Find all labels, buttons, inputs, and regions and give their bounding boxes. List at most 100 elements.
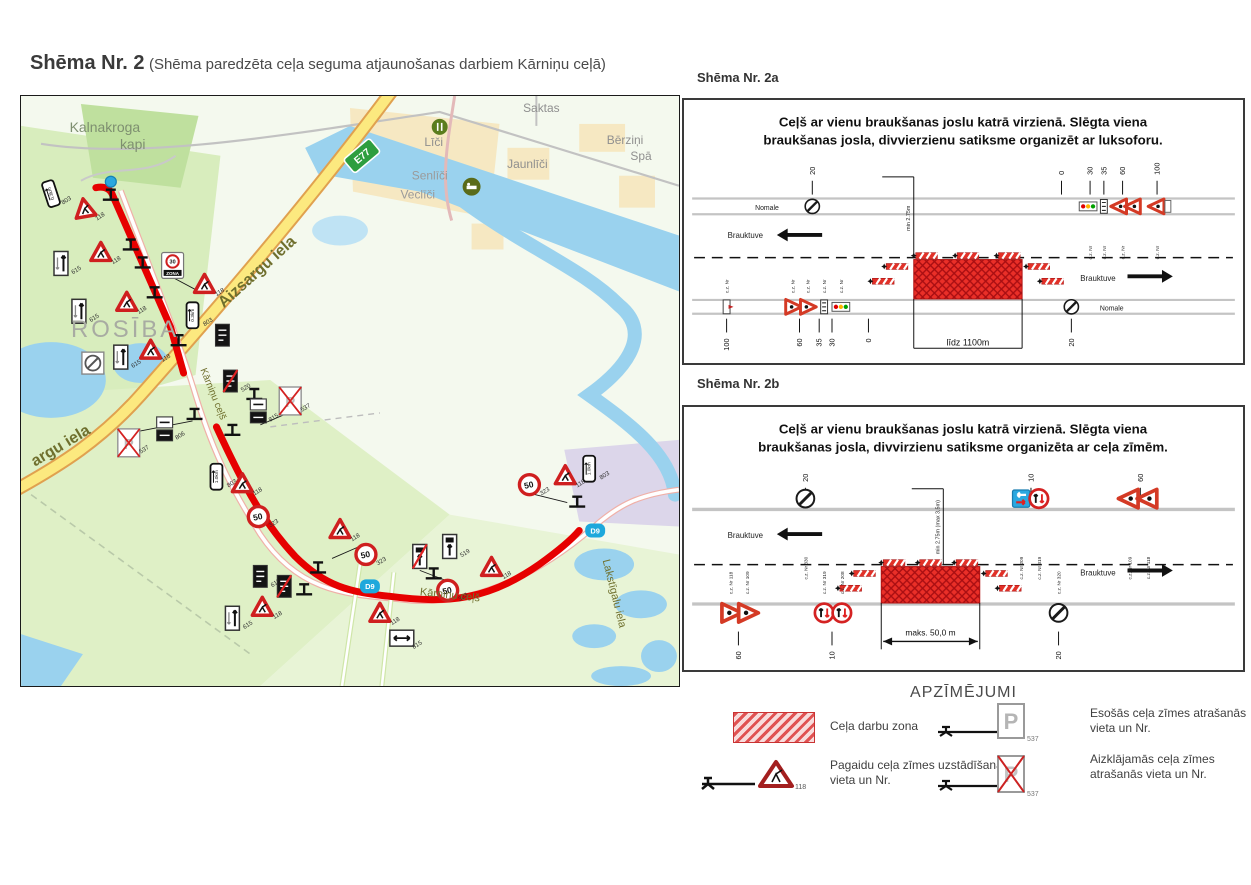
speed-50-sign: 50 <box>246 504 270 529</box>
svg-text:c.z. Nr: c.z. Nr <box>822 279 828 293</box>
svg-text:D9: D9 <box>365 582 375 591</box>
svg-text:c.z. Nr: c.z. Nr <box>1155 245 1161 259</box>
d9-sign: D9 <box>359 579 380 594</box>
svg-text:Nomale: Nomale <box>755 205 779 212</box>
kmplate-sign: 0.3km <box>185 301 200 330</box>
svg-text:c.z. Nr 320: c.z. Nr 320 <box>1057 571 1063 594</box>
svg-text:Bērziņi: Bērziņi <box>607 133 643 147</box>
tripod-sign <box>134 256 151 269</box>
svg-text:520: 520 <box>240 382 253 394</box>
map-panel: E77 0.3km 803 118 615 118 615 118 30 ZONA 118 0.3km… <box>20 95 680 687</box>
svg-text:c.z. Nr 109: c.z. Nr 109 <box>1127 556 1133 579</box>
map-terrain <box>21 96 679 686</box>
svg-text:118: 118 <box>272 609 285 620</box>
roadworks-sign <box>115 290 139 313</box>
svg-text:c.z. Nr: c.z. Nr <box>1121 245 1127 259</box>
svg-text:Brauktuve: Brauktuve <box>1080 274 1116 283</box>
legend-temp-label: Pagaidu ceļa zīmes uzstādīšanas vieta un… <box>830 758 1009 787</box>
svg-text:c.z. Nr: c.z. Nr <box>725 279 731 293</box>
svg-text:P: P <box>124 436 134 453</box>
svg-text:20: 20 <box>808 167 817 175</box>
tripod-sign <box>122 238 139 251</box>
svg-text:Brauktuve: Brauktuve <box>728 231 764 240</box>
svg-text:1.0km: 1.0km <box>214 470 220 483</box>
roadworks-sign <box>328 517 352 540</box>
tripod-sign <box>102 188 119 201</box>
svg-text:c.z. Nr: c.z. Nr <box>1102 245 1108 259</box>
svg-text:615: 615 <box>88 312 101 324</box>
boardUD-sign <box>224 605 241 631</box>
svg-text:min 2.75m (max 3,5m): min 2.75m (max 3,5m) <box>935 500 941 554</box>
svg-text:0: 0 <box>1057 171 1066 175</box>
tripod-sign <box>146 286 163 299</box>
svg-text:c.z. Nr 118: c.z. Nr 118 <box>1146 556 1152 579</box>
svg-text:60: 60 <box>1136 474 1145 482</box>
svg-text:50: 50 <box>252 511 264 523</box>
svg-text:20: 20 <box>801 474 810 482</box>
blackboardX-sign <box>276 574 293 598</box>
svg-text:10: 10 <box>827 651 836 659</box>
boardUD-sign <box>71 298 87 324</box>
svg-text:Brauktuve: Brauktuve <box>1080 568 1116 577</box>
site-map: E770.3km80311861511861511830ZONA1180.3km… <box>21 96 679 686</box>
legend-title: APZĪMĒJUMI <box>910 684 1017 701</box>
svg-text:braukšanas josla, divvirzienu: braukšanas josla, divvirzienu satiksme o… <box>758 439 1168 454</box>
map-signs: E770.3km80311861511861511830ZONA1180.3km… <box>41 118 611 651</box>
legend-temp-sign-number: 118 <box>795 784 806 791</box>
svg-text:30: 30 <box>827 338 836 346</box>
legend-temp-sign-icon: 118 <box>701 760 806 791</box>
stack-sign <box>156 416 174 442</box>
svg-text:803: 803 <box>598 470 611 482</box>
svg-text:c.z. Nr 330: c.z. Nr 330 <box>803 556 809 579</box>
svg-text:118: 118 <box>389 615 402 626</box>
svg-text:35: 35 <box>1099 167 1108 175</box>
p-glyph: P <box>1004 709 1019 734</box>
svg-text:0.3km: 0.3km <box>190 309 196 322</box>
svg-text:c.z. Nr: c.z. Nr <box>1088 245 1094 259</box>
svg-text:Spā: Spā <box>630 149 652 163</box>
svg-text:118: 118 <box>94 211 107 222</box>
svg-text:615: 615 <box>70 264 83 276</box>
svg-text:50: 50 <box>360 549 372 561</box>
kmplate-sign: 1.0km <box>582 454 597 483</box>
legend-workzone-swatch <box>733 712 815 743</box>
svg-text:35: 35 <box>815 338 824 346</box>
roadworks-sign <box>230 471 255 494</box>
zona30-sign: 30 ZONA <box>161 251 185 279</box>
svg-text:323: 323 <box>539 486 552 498</box>
svg-text:615: 615 <box>242 619 255 631</box>
svg-text:braukšanas josla, divvierzienu: braukšanas josla, divvierzienu satiksme … <box>763 132 1162 147</box>
schema-2a-header: Shēma Nr. 2a <box>697 70 779 85</box>
svg-text:100: 100 <box>1153 163 1162 175</box>
svg-text:118: 118 <box>252 486 265 497</box>
roadworks-sign <box>250 595 275 617</box>
roadworks-sign <box>74 197 98 220</box>
food-sign <box>431 118 448 135</box>
svg-text:118: 118 <box>214 287 227 298</box>
svg-text:118: 118 <box>110 255 123 266</box>
svg-text:min 2.75m: min 2.75m <box>906 205 912 231</box>
svg-text:815: 815 <box>268 412 281 424</box>
svg-text:20: 20 <box>1054 651 1063 659</box>
svg-text:20: 20 <box>1067 338 1076 346</box>
svg-text:50: 50 <box>523 479 535 491</box>
svg-text:ZONA: ZONA <box>166 271 179 276</box>
roadworks-sign <box>368 601 392 623</box>
schema-2b-header: Shēma Nr. 2b <box>697 376 780 391</box>
svg-text:Saktas: Saktas <box>523 101 560 115</box>
svg-text:c.z. Nr 319: c.z. Nr 319 <box>1037 556 1043 579</box>
svg-text:30: 30 <box>170 260 176 266</box>
svg-text:615: 615 <box>130 358 143 370</box>
svg-text:1.0km: 1.0km <box>587 462 593 475</box>
roadworks-sign <box>138 338 163 360</box>
svg-text:Senlīči: Senlīči <box>412 169 448 183</box>
svg-text:815: 815 <box>411 639 424 651</box>
legend-workzone-label: Ceļa darbu zona <box>830 719 919 733</box>
legend-covered-label: Aizklājamās ceļa zīmes atrašanās vieta u… <box>1090 752 1215 781</box>
speed-50-sign: 50 <box>436 578 460 602</box>
svg-text:118: 118 <box>349 532 362 543</box>
svg-text:c.z. Nr: c.z. Nr <box>805 279 811 293</box>
roadworks-sign <box>89 240 113 263</box>
svg-text:803: 803 <box>202 316 215 328</box>
svg-text:0.3km: 0.3km <box>47 186 57 200</box>
